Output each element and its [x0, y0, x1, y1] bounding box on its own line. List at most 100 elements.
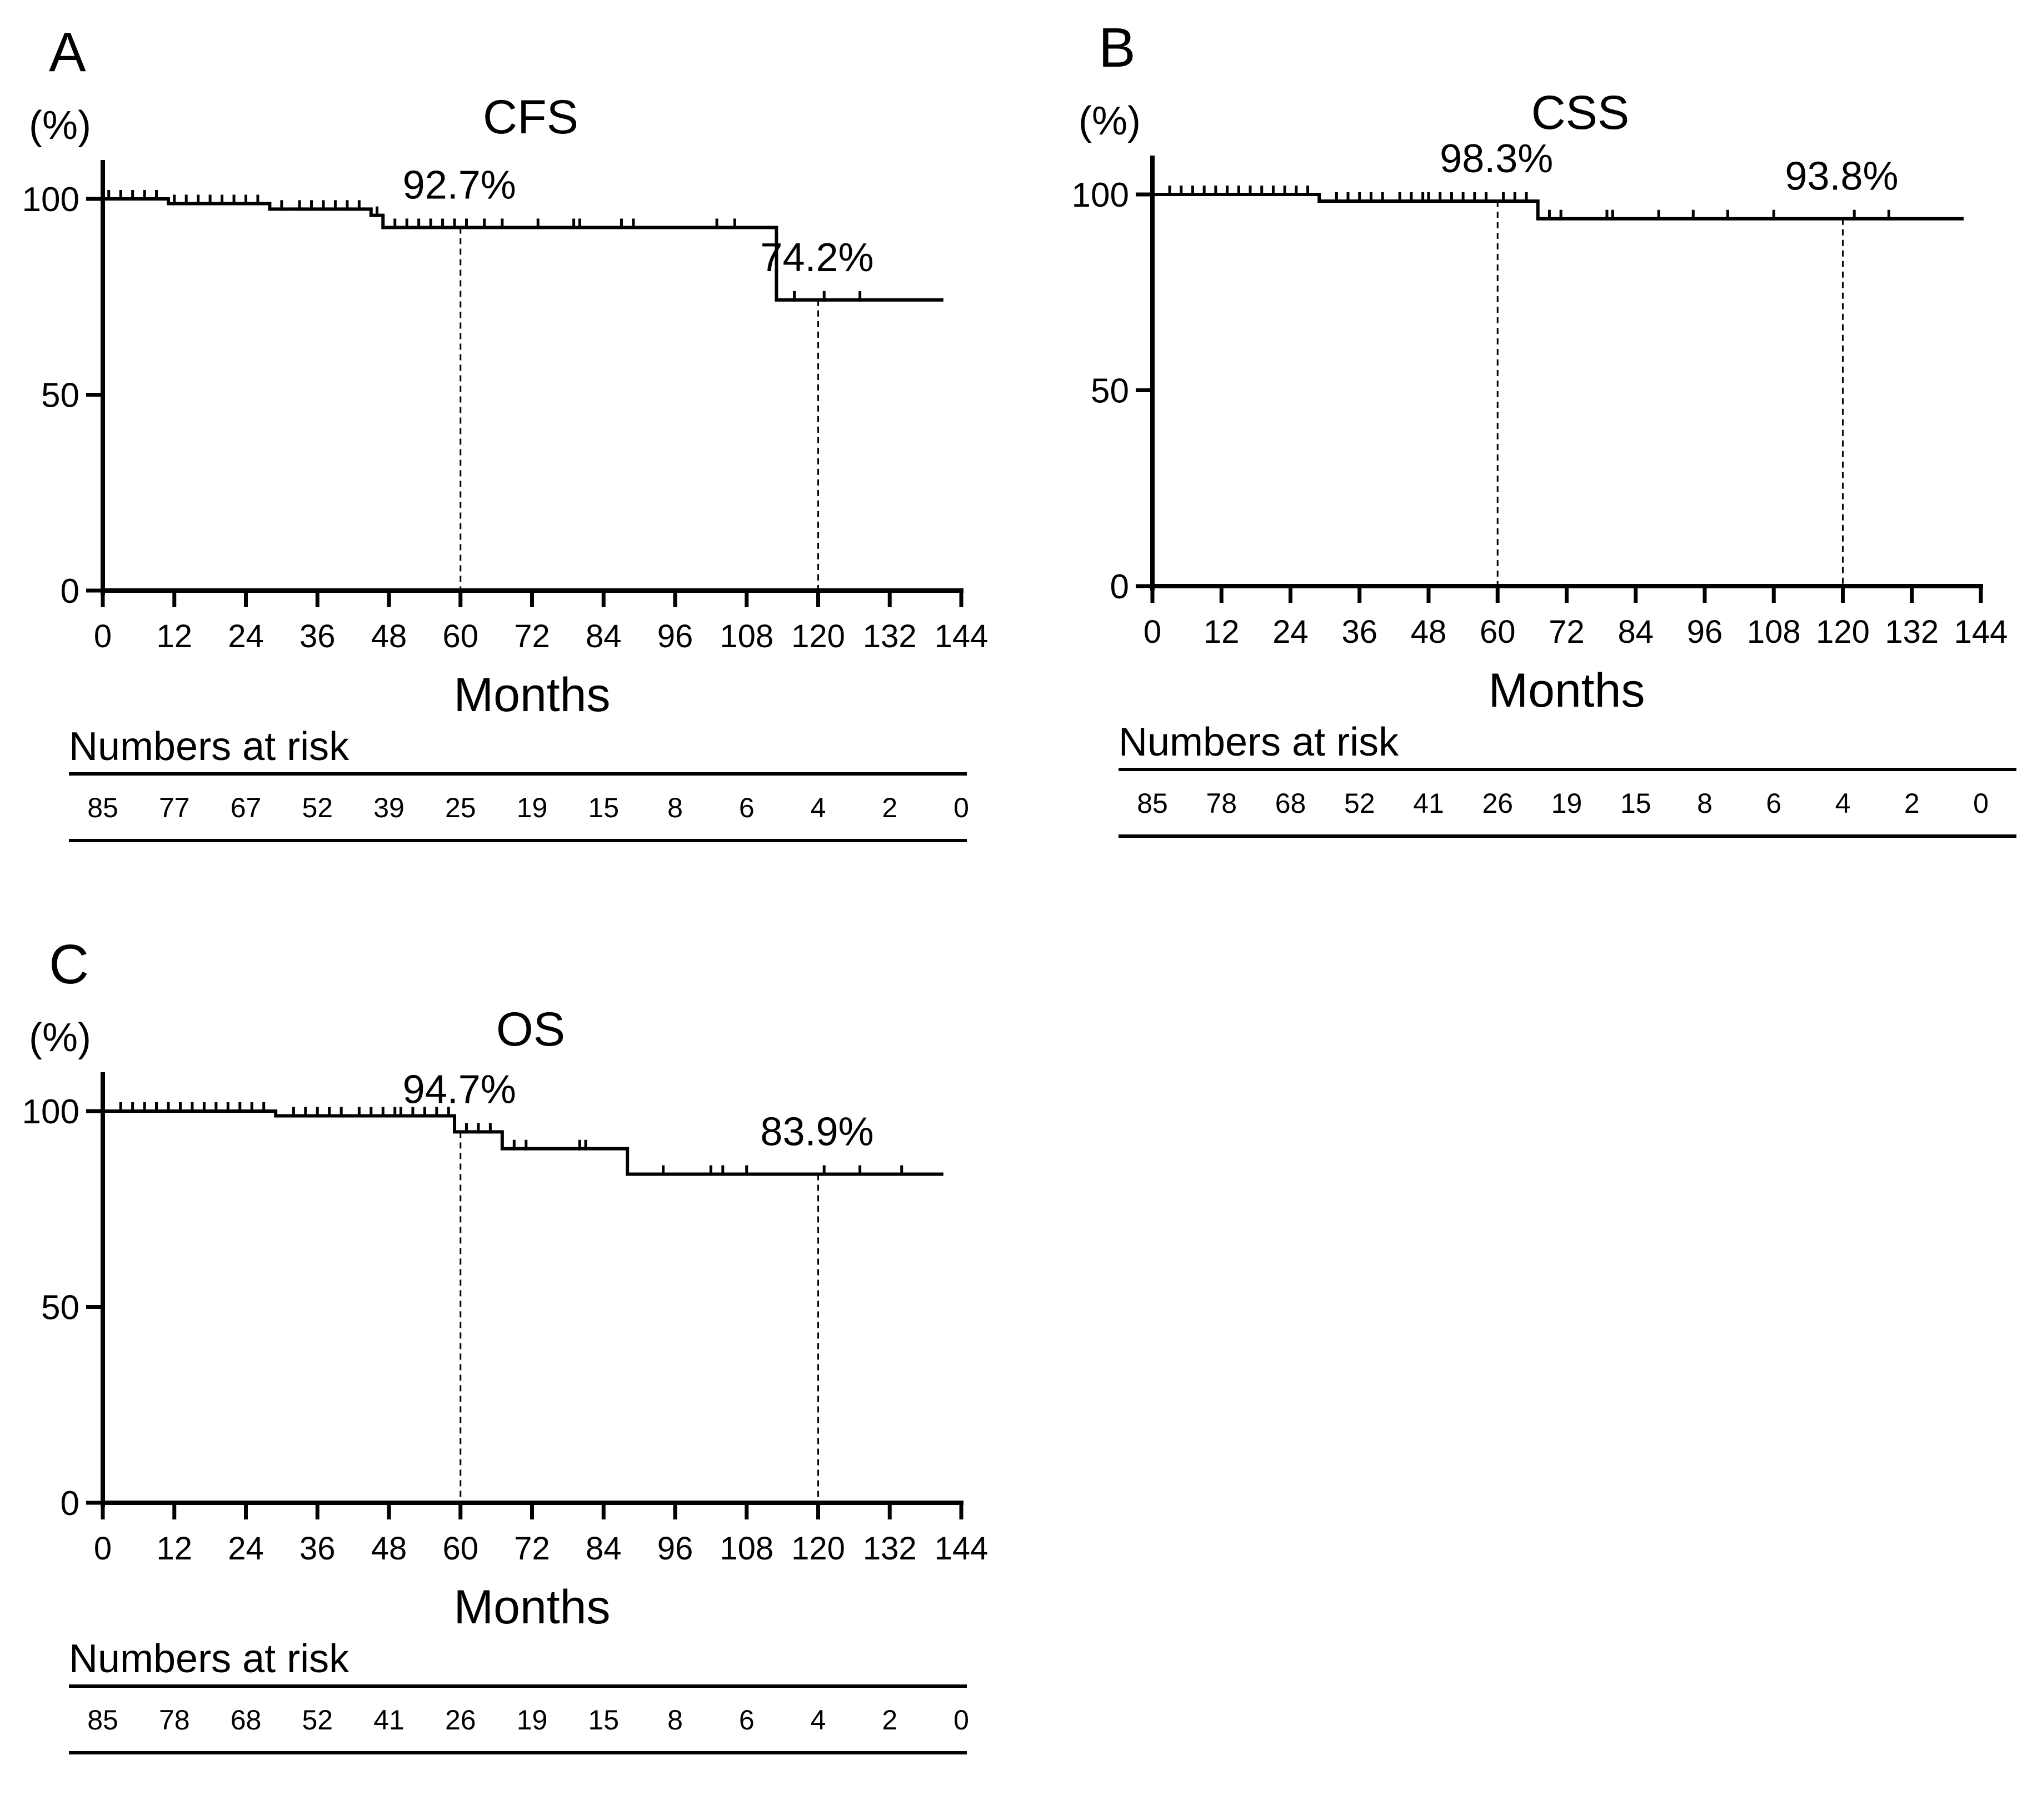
- x-tick-label: 0: [1144, 614, 1161, 650]
- risk-count: 52: [302, 792, 333, 823]
- x-tick-label: 120: [791, 1531, 845, 1567]
- y-tick-label: 100: [1072, 176, 1129, 214]
- x-tick-label: 36: [1341, 614, 1377, 650]
- risk-count: 52: [302, 1704, 333, 1736]
- numbers-at-risk-title: Numbers at risk: [1119, 720, 1399, 764]
- risk-count: 78: [159, 1704, 190, 1736]
- chart-title: CSS: [1531, 86, 1630, 139]
- risk-count: 26: [445, 1704, 476, 1736]
- risk-count: 85: [87, 792, 118, 823]
- risk-count: 6: [739, 792, 755, 823]
- y-axis-label: (%): [29, 103, 91, 148]
- risk-count: 67: [231, 792, 262, 823]
- panel-label: A: [49, 21, 86, 83]
- x-tick-label: 96: [657, 618, 693, 654]
- survival-annotation: 94.7%: [403, 1067, 516, 1112]
- chart-title: CFS: [483, 91, 578, 144]
- x-tick-label: 108: [720, 1531, 773, 1567]
- x-tick-label: 84: [1617, 614, 1654, 650]
- risk-count: 19: [1551, 788, 1582, 819]
- risk-count: 6: [739, 1704, 755, 1736]
- x-tick-label: 0: [94, 618, 112, 654]
- risk-count: 0: [953, 1704, 969, 1736]
- risk-count: 4: [811, 1704, 826, 1736]
- x-tick-label: 12: [156, 1531, 192, 1567]
- y-tick-label: 0: [61, 572, 79, 611]
- x-tick-label: 120: [1816, 614, 1870, 650]
- y-axis-label: (%): [1079, 99, 1141, 143]
- x-tick-label: 24: [1272, 614, 1309, 650]
- y-tick-label: 50: [1091, 372, 1129, 411]
- x-tick-label: 12: [1204, 614, 1240, 650]
- risk-count: 85: [87, 1704, 118, 1736]
- x-tick-label: 60: [1480, 614, 1516, 650]
- x-tick-label: 108: [1747, 614, 1801, 650]
- risk-count: 41: [373, 1704, 405, 1736]
- survival-annotation: 83.9%: [760, 1110, 873, 1154]
- y-tick-label: 0: [1110, 568, 1129, 606]
- x-tick-label: 0: [94, 1531, 112, 1567]
- risk-count: 15: [588, 1704, 619, 1736]
- x-tick-label: 84: [586, 618, 622, 654]
- x-tick-label: 72: [514, 618, 550, 654]
- risk-count: 39: [373, 792, 405, 823]
- risk-count: 2: [1904, 788, 1920, 819]
- x-tick-label: 132: [863, 1531, 917, 1567]
- x-axis-label: Months: [1488, 664, 1645, 717]
- y-tick-label: 0: [61, 1484, 79, 1523]
- x-tick-label: 144: [935, 1531, 988, 1567]
- risk-count: 0: [953, 792, 969, 823]
- survival-curve: [103, 197, 943, 302]
- x-tick-label: 84: [586, 1531, 622, 1567]
- x-tick-label: 48: [371, 1531, 407, 1567]
- x-axis-label: Months: [453, 668, 610, 722]
- survival-annotation: 74.2%: [760, 236, 873, 280]
- risk-count: 25: [445, 792, 476, 823]
- risk-count: 15: [1620, 788, 1651, 819]
- risk-count: 8: [1697, 788, 1713, 819]
- x-tick-label: 12: [156, 618, 192, 654]
- risk-count: 4: [811, 792, 826, 823]
- risk-count: 68: [231, 1704, 262, 1736]
- risk-count: 15: [588, 792, 619, 823]
- x-tick-label: 132: [863, 618, 917, 654]
- risk-count: 6: [1766, 788, 1781, 819]
- risk-count: 2: [882, 792, 897, 823]
- y-tick-label: 100: [22, 181, 79, 219]
- x-tick-label: 48: [1411, 614, 1447, 650]
- x-tick-label: 72: [1549, 614, 1585, 650]
- x-tick-label: 132: [1885, 614, 1939, 650]
- risk-count: 8: [667, 792, 683, 823]
- risk-count: 4: [1835, 788, 1851, 819]
- risk-count: 2: [882, 1704, 897, 1736]
- risk-count: 85: [1137, 788, 1168, 819]
- risk-count: 0: [1973, 788, 1989, 819]
- x-tick-label: 48: [371, 618, 407, 654]
- risk-count: 41: [1413, 788, 1444, 819]
- x-tick-label: 96: [1687, 614, 1723, 650]
- x-tick-label: 24: [228, 618, 264, 654]
- x-tick-label: 24: [228, 1531, 264, 1567]
- x-tick-label: 72: [514, 1531, 550, 1567]
- x-tick-label: 36: [299, 618, 336, 654]
- x-tick-label: 144: [1954, 614, 2008, 650]
- x-tick-label: 144: [935, 618, 988, 654]
- panel-label: C: [49, 933, 89, 996]
- x-tick-label: 60: [442, 618, 478, 654]
- risk-count: 78: [1206, 788, 1237, 819]
- y-tick-label: 100: [22, 1093, 79, 1131]
- y-tick-label: 50: [41, 1289, 79, 1327]
- x-axis-label: Months: [453, 1581, 610, 1634]
- risk-count: 26: [1482, 788, 1513, 819]
- y-axis-label: (%): [29, 1016, 91, 1060]
- x-tick-label: 60: [442, 1531, 478, 1567]
- risk-count: 19: [517, 792, 548, 823]
- risk-count: 68: [1275, 788, 1306, 819]
- survival-annotation: 98.3%: [1440, 137, 1553, 181]
- x-tick-label: 120: [791, 618, 845, 654]
- risk-count: 77: [159, 792, 190, 823]
- survival-annotation: 92.7%: [403, 163, 516, 207]
